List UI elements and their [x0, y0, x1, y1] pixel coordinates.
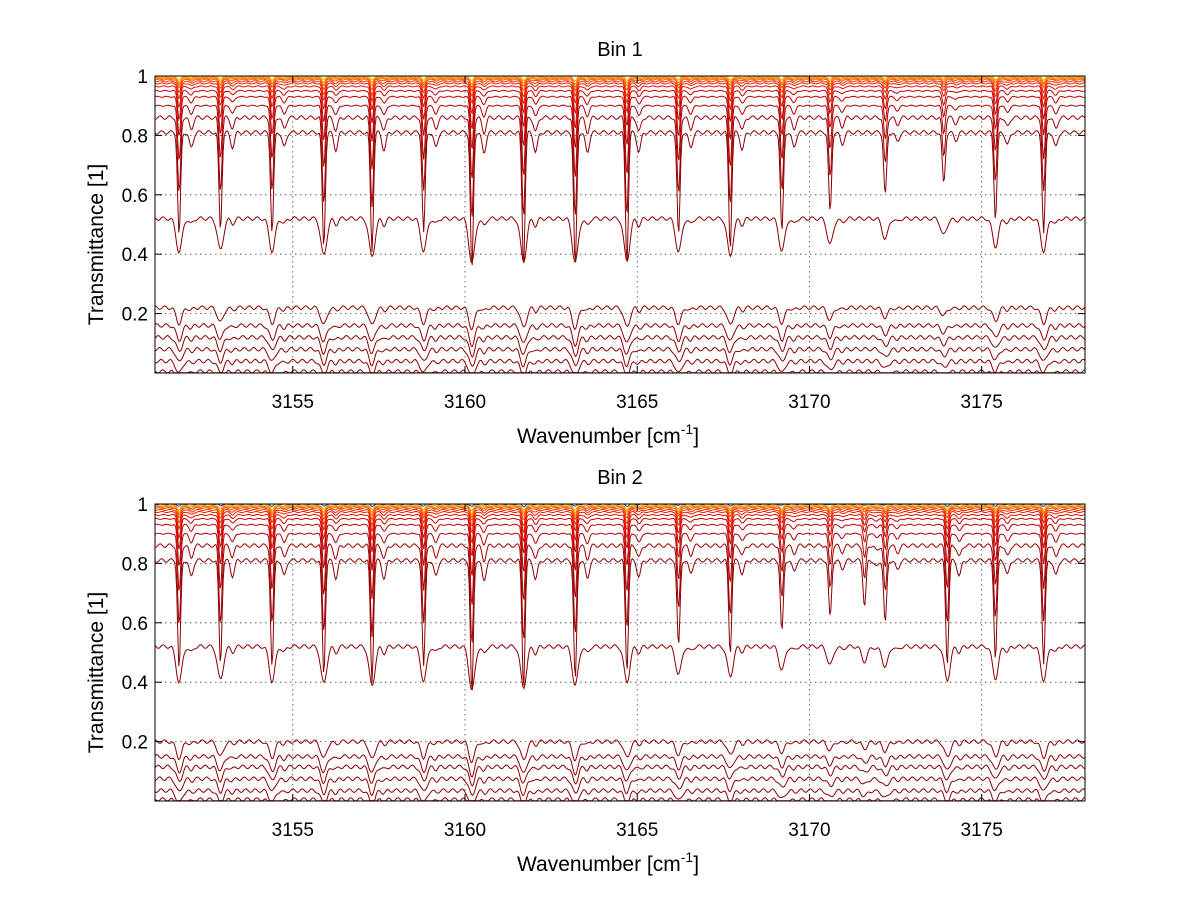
series-line	[155, 115, 1085, 217]
series-line	[155, 335, 1085, 358]
x-tick-label: 3160	[444, 392, 486, 413]
x-tick-label: 3160	[444, 820, 486, 841]
y-tick-label: 0.6	[122, 186, 148, 207]
x-axis-label-end: ]	[693, 853, 699, 876]
y-tick-label: 1	[137, 67, 148, 88]
x-tick-label: 3155	[272, 392, 314, 413]
series-line	[155, 95, 1085, 149]
series-line	[155, 532, 1085, 605]
series-line	[155, 543, 1085, 643]
series-line	[155, 517, 1085, 556]
series-line	[155, 104, 1085, 179]
series-line	[155, 358, 1085, 373]
series-line	[155, 78, 1085, 92]
series-line	[155, 508, 1085, 528]
series-line	[155, 76, 1085, 82]
x-tick-label: 3155	[272, 820, 314, 841]
series-line	[155, 504, 1085, 512]
series-line	[155, 754, 1085, 778]
series-line	[155, 764, 1085, 787]
subplot-title: Bin 1	[597, 39, 643, 61]
x-axis-label-sup: -1	[681, 849, 694, 865]
y-tick-label: 0.2	[122, 733, 148, 754]
series-line	[155, 80, 1085, 98]
series-line	[155, 216, 1085, 264]
x-tick-label: 3175	[961, 392, 1003, 413]
series-line	[155, 788, 1085, 801]
series-line	[155, 89, 1085, 129]
series-line	[155, 305, 1085, 331]
x-axis-label-sup: -1	[681, 421, 694, 437]
x-tick-label: 3175	[961, 820, 1003, 841]
series-line	[155, 507, 1085, 522]
y-axis-label: Transmittance [1]	[85, 164, 108, 325]
axes-frame	[154, 503, 1086, 802]
series-line	[155, 85, 1085, 115]
series-group	[155, 76, 1085, 373]
series-line	[155, 82, 1085, 105]
y-axis-label: Transmittance [1]	[85, 592, 108, 753]
series-line	[155, 739, 1085, 764]
x-axis-label-text: Wavenumber [cm	[517, 853, 681, 876]
y-tick-label: 0.4	[122, 245, 149, 266]
series-group	[155, 504, 1085, 801]
series-line	[155, 523, 1085, 576]
series-line	[155, 644, 1085, 690]
y-tick-label: 0.2	[122, 305, 148, 326]
subplot-1: Bin 1 3155 3160 3165 3170 3175 0.2 0.4 0.6 0.8 1 Wa…	[85, 39, 1086, 448]
series-line	[155, 369, 1085, 373]
axes-frame	[154, 75, 1086, 374]
y-tick-label: 0.8	[122, 126, 148, 147]
series-line	[155, 323, 1085, 348]
x-axis-label-text: Wavenumber [cm	[517, 425, 681, 448]
y-tick-label: 0.8	[122, 554, 148, 575]
x-tick-label: 3165	[616, 820, 658, 841]
subplot-title: Bin 2	[597, 467, 643, 489]
y-tick-label: 0.6	[122, 614, 148, 635]
series-line	[155, 510, 1085, 534]
series-line	[155, 130, 1085, 266]
y-tick-label: 0.4	[122, 673, 149, 694]
x-tick-label: 3170	[788, 820, 830, 841]
subplot-2: Bin 2 3155 3160 3165 3170 3175 0.2 0.4 0.6 0.8 1 Wa…	[85, 467, 1086, 876]
x-tick-label: 3170	[788, 392, 830, 413]
x-axis-label: Wavenumber [cm-1]	[517, 849, 699, 876]
x-tick-label: 3165	[616, 392, 658, 413]
series-line	[155, 513, 1085, 545]
series-line	[155, 346, 1085, 368]
x-axis-label: Wavenumber [cm-1]	[517, 421, 699, 448]
series-line	[155, 558, 1085, 691]
y-tick-label: 1	[137, 495, 148, 516]
x-axis-label-end: ]	[693, 425, 699, 448]
series-line	[155, 776, 1085, 797]
